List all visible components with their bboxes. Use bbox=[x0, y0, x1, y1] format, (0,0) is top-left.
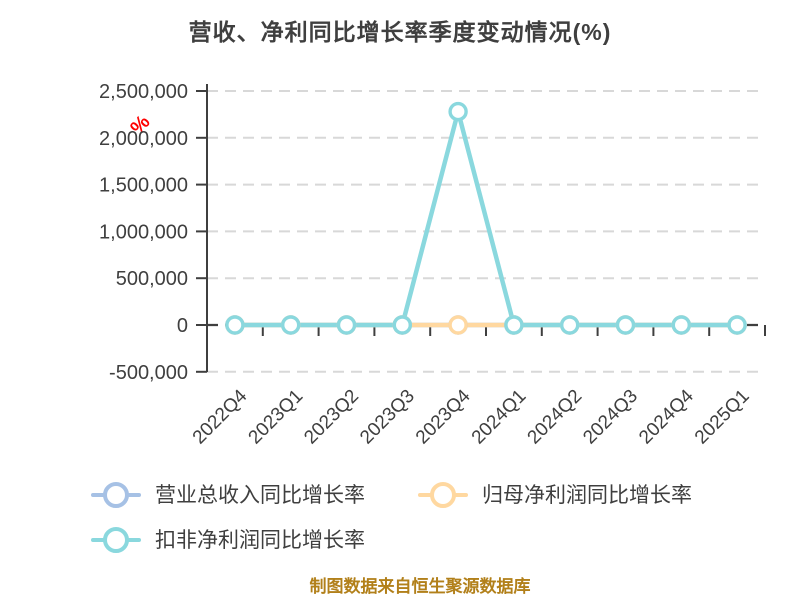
data-point-marker-s2-2022Q4 bbox=[225, 315, 245, 335]
x-tick-label: 2024Q1 bbox=[468, 386, 531, 449]
x-tick-label: 2024Q2 bbox=[524, 386, 587, 449]
y-tick-label: 500,000 bbox=[116, 268, 188, 290]
legend-label: 归母净利润同比增长率 bbox=[482, 484, 692, 507]
data-source-caption: 制图数据来自恒生聚源数据库 bbox=[309, 577, 531, 596]
x-tick-label: 2024Q3 bbox=[579, 386, 642, 449]
y-tick-label: -500,000 bbox=[109, 362, 188, 384]
y-tick-label: 2,000,000 bbox=[99, 128, 188, 150]
data-point-marker-s2-2024Q2 bbox=[560, 315, 580, 335]
data-point-marker-s2-2023Q3 bbox=[392, 315, 412, 335]
legend-label: 营业总收入同比增长率 bbox=[155, 484, 365, 507]
x-tick-label: 2023Q1 bbox=[245, 386, 308, 449]
series-line-2 bbox=[232, 109, 740, 328]
data-point-marker-s2-2024Q1 bbox=[504, 315, 524, 335]
data-point-marker-s2-2024Q4 bbox=[671, 315, 691, 335]
legend-item-deducted-net-profit-yoy: 扣非净利润同比增长率 bbox=[91, 524, 365, 554]
x-tick-label: 2023Q3 bbox=[356, 386, 419, 449]
x-tick-label: 2025Q1 bbox=[691, 386, 754, 449]
y-tick-label: 1,000,000 bbox=[99, 221, 188, 243]
data-point-marker-s2-2025Q1 bbox=[727, 315, 747, 335]
legend-label: 扣非净利润同比增长率 bbox=[155, 529, 365, 552]
x-tick-label: 2024Q4 bbox=[635, 385, 698, 448]
y-tick-label: 0 bbox=[177, 315, 188, 337]
data-point-marker-s2-2023Q4 bbox=[448, 101, 468, 122]
x-tick-label: 2022Q4 bbox=[189, 385, 252, 448]
legend-line-circle-icon bbox=[418, 481, 468, 508]
legend-item-total-revenue-yoy: 营业总收入同比增长率 bbox=[91, 479, 365, 509]
legend-item-net-profit-yoy: 归母净利润同比增长率 bbox=[418, 479, 692, 509]
data-point-marker-s2-2023Q1 bbox=[281, 315, 301, 335]
legend-line-circle-icon bbox=[91, 526, 141, 553]
legend-line-circle-icon bbox=[91, 481, 141, 508]
x-tick-label: 2023Q4 bbox=[412, 385, 475, 448]
data-point-marker-s2-2024Q3 bbox=[615, 315, 636, 335]
x-tick-label: 2023Q2 bbox=[300, 386, 363, 449]
data-point-marker-s2-2023Q2 bbox=[336, 315, 357, 335]
chart-title: 营收、净利同比增长率季度变动情况(%) bbox=[188, 19, 612, 45]
y-tick-label: 2,500,000 bbox=[99, 81, 188, 103]
data-point-marker-s1-2023Q4 bbox=[448, 315, 468, 335]
y-tick-label: 1,500,000 bbox=[99, 175, 188, 197]
